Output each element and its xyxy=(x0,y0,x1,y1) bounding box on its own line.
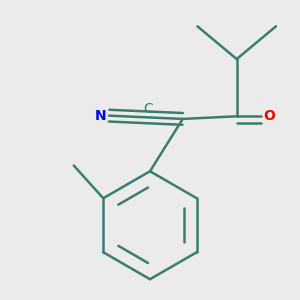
Text: C: C xyxy=(143,102,153,116)
Text: N: N xyxy=(95,109,107,123)
Text: O: O xyxy=(263,109,275,123)
